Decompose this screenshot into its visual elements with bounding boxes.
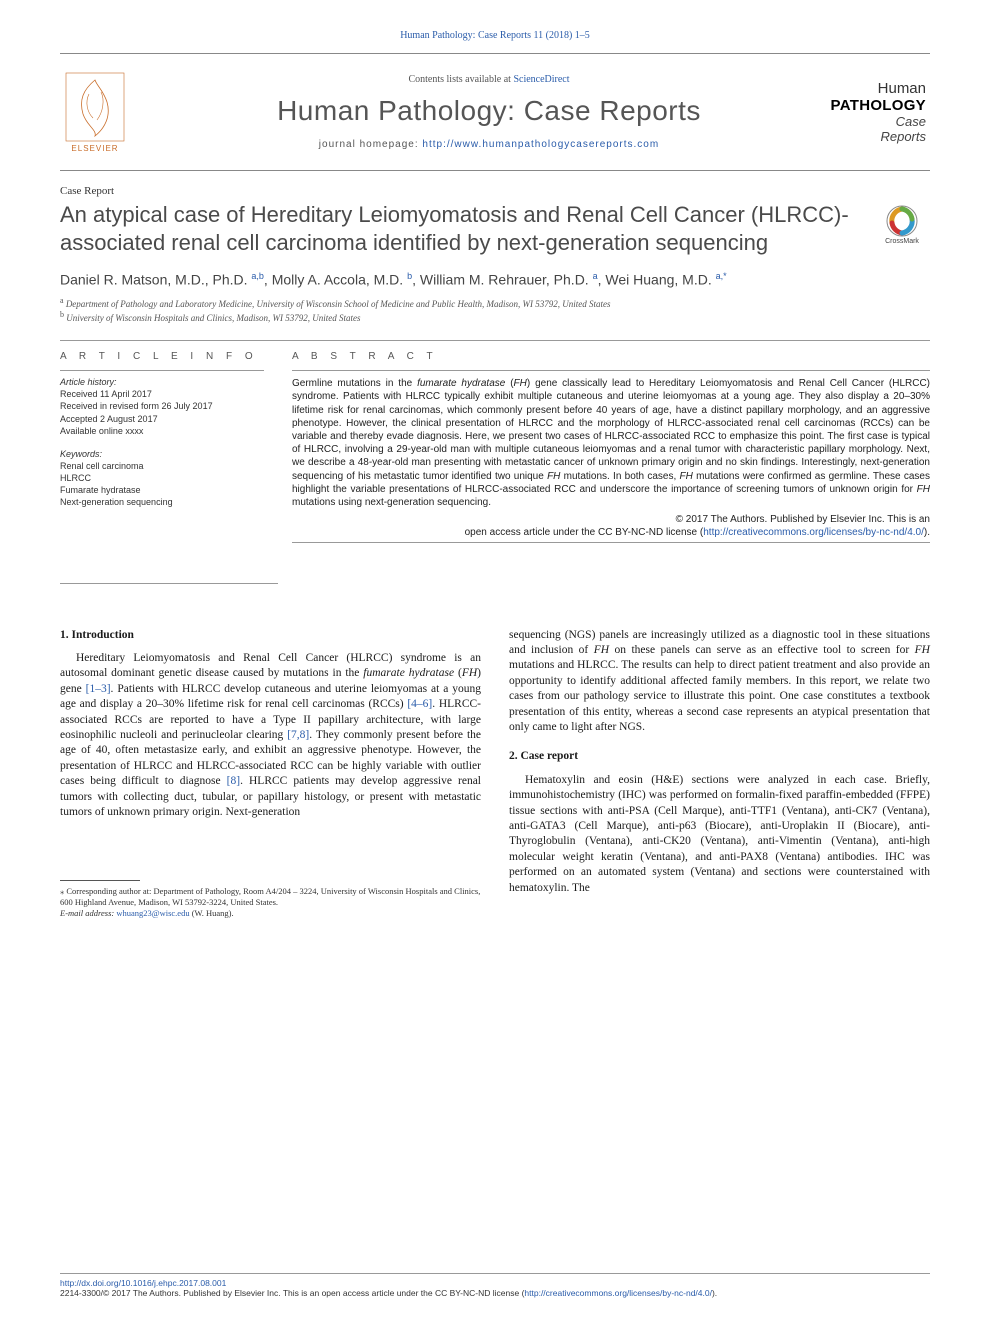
keyword: HLRCC bbox=[60, 472, 264, 484]
history-line: Available online xxxx bbox=[60, 425, 264, 437]
keyword: Next-generation sequencing bbox=[60, 496, 264, 508]
abstract: A B S T R A C T Germline mutations in th… bbox=[278, 341, 930, 552]
abstract-divider bbox=[292, 542, 930, 543]
license-link[interactable]: http://creativecommons.org/licenses/by-n… bbox=[703, 527, 924, 538]
keyword: Renal cell carcinoma bbox=[60, 460, 264, 472]
email-who: (W. Huang). bbox=[192, 908, 234, 918]
journal-cover: Human PATHOLOGY Case Reports bbox=[830, 62, 930, 162]
authors: Daniel R. Matson, M.D., Ph.D. a,b, Molly… bbox=[60, 271, 930, 288]
keyword: Fumarate hydratase bbox=[60, 484, 264, 496]
corresponding-footnote: ⁎ Corresponding author at: Department of… bbox=[60, 886, 481, 919]
sciencedirect-link[interactable]: ScienceDirect bbox=[513, 74, 569, 85]
right-column: sequencing (NGS) panels are increasingly… bbox=[509, 628, 930, 920]
article-type: Case Report bbox=[60, 185, 930, 197]
corr-address: ⁎ Corresponding author at: Department of… bbox=[60, 886, 481, 908]
article-title: An atypical case of Hereditary Leiomyoma… bbox=[60, 201, 864, 257]
elsevier-logo: ELSEVIER bbox=[60, 67, 130, 157]
copyright-line-3: ). bbox=[924, 527, 930, 538]
cover-line-1: Human bbox=[878, 80, 926, 97]
cover-line-4: Reports bbox=[880, 129, 926, 144]
header-center: Contents lists available at ScienceDirec… bbox=[148, 74, 830, 150]
top-citation: Human Pathology: Case Reports 11 (2018) … bbox=[60, 30, 930, 41]
footnote-rule bbox=[60, 880, 140, 881]
abstract-copyright: © 2017 The Authors. Published by Elsevie… bbox=[292, 513, 930, 539]
contents-prefix: Contents lists available at bbox=[408, 74, 513, 85]
intro-continuation: sequencing (NGS) panels are increasingly… bbox=[509, 628, 930, 736]
affiliations: a Department of Pathology and Laboratory… bbox=[60, 296, 930, 324]
journal-header: ELSEVIER Contents lists available at Sci… bbox=[60, 53, 930, 171]
case-paragraph: Hematoxylin and eosin (H&E) sections wer… bbox=[509, 773, 930, 896]
body-columns: 1. Introduction Hereditary Leiomyomatosi… bbox=[60, 628, 930, 920]
email-label: E-mail address: bbox=[60, 908, 114, 918]
article-info-heading: A R T I C L E I N F O bbox=[60, 351, 264, 362]
homepage-link[interactable]: http://www.humanpathologycasereports.com bbox=[422, 139, 659, 150]
doi-link[interactable]: http://dx.doi.org/10.1016/j.ehpc.2017.08… bbox=[60, 1278, 226, 1288]
history-label: Article history: bbox=[60, 377, 264, 387]
copyright-line-2: open access article under the CC BY-NC-N… bbox=[465, 527, 704, 538]
footer-license-link[interactable]: http://creativecommons.org/licenses/by-n… bbox=[524, 1288, 712, 1298]
article-info: A R T I C L E I N F O Article history: R… bbox=[60, 341, 278, 552]
cover-line-3: Case bbox=[896, 114, 926, 129]
issn-line: 2214-3300/© 2017 The Authors. Published … bbox=[60, 1288, 524, 1298]
contents-line: Contents lists available at ScienceDirec… bbox=[148, 74, 830, 85]
abstract-heading: A B S T R A C T bbox=[292, 351, 930, 362]
history-line: Received 11 April 2017 bbox=[60, 388, 264, 400]
affiliation-line: b University of Wisconsin Hospitals and … bbox=[60, 310, 930, 324]
intro-heading: 1. Introduction bbox=[60, 628, 481, 643]
copyright-line-1: © 2017 The Authors. Published by Elsevie… bbox=[676, 514, 930, 525]
footer-bar: http://dx.doi.org/10.1016/j.ehpc.2017.08… bbox=[60, 1273, 930, 1298]
history-line: Received in revised form 26 July 2017 bbox=[60, 400, 264, 412]
abstract-text: Germline mutations in the fumarate hydra… bbox=[292, 377, 930, 509]
cover-line-2: PATHOLOGY bbox=[831, 97, 926, 114]
history-line: Accepted 2 August 2017 bbox=[60, 413, 264, 425]
crossmark-icon bbox=[886, 205, 918, 237]
crossmark-label: CrossMark bbox=[874, 238, 930, 245]
left-column: 1. Introduction Hereditary Leiomyomatosi… bbox=[60, 628, 481, 920]
case-report-heading: 2. Case report bbox=[509, 749, 930, 764]
journal-name: Human Pathology: Case Reports bbox=[148, 95, 830, 127]
homepage-prefix: journal homepage: bbox=[319, 139, 423, 150]
issn-close: ). bbox=[712, 1288, 717, 1298]
elsevier-label: ELSEVIER bbox=[71, 144, 118, 153]
email-link[interactable]: whuang23@wisc.edu bbox=[116, 908, 189, 918]
intro-paragraph: Hereditary Leiomyomatosis and Renal Cell… bbox=[60, 651, 481, 820]
keywords-label: Keywords: bbox=[60, 449, 264, 459]
affiliation-line: a Department of Pathology and Laboratory… bbox=[60, 296, 930, 310]
journal-homepage: journal homepage: http://www.humanpathol… bbox=[148, 139, 830, 150]
crossmark-badge[interactable]: CrossMark bbox=[874, 205, 930, 245]
